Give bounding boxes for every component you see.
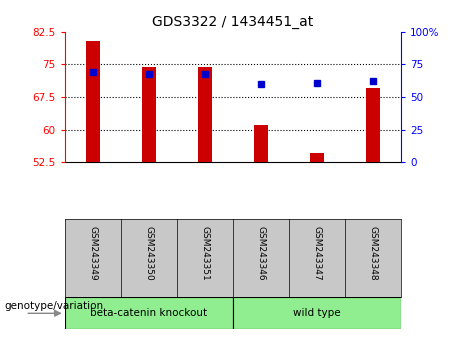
Bar <box>198 67 212 162</box>
Bar <box>233 297 401 329</box>
Text: GSM243350: GSM243350 <box>144 226 153 280</box>
Text: wild type: wild type <box>293 308 341 318</box>
Text: GSM243347: GSM243347 <box>313 226 321 280</box>
Text: GSM243346: GSM243346 <box>256 226 266 280</box>
Bar <box>65 297 233 329</box>
Text: genotype/variation: genotype/variation <box>5 301 104 311</box>
Text: GSM243348: GSM243348 <box>368 226 378 280</box>
Title: GDS3322 / 1434451_at: GDS3322 / 1434451_at <box>152 16 313 29</box>
Text: GSM243351: GSM243351 <box>200 226 209 280</box>
Bar <box>86 41 100 162</box>
Bar <box>310 154 324 162</box>
Text: GSM243349: GSM243349 <box>88 226 97 280</box>
Bar <box>366 88 380 162</box>
Text: beta-catenin knockout: beta-catenin knockout <box>90 308 207 318</box>
Bar <box>142 67 156 162</box>
Bar <box>254 125 268 162</box>
